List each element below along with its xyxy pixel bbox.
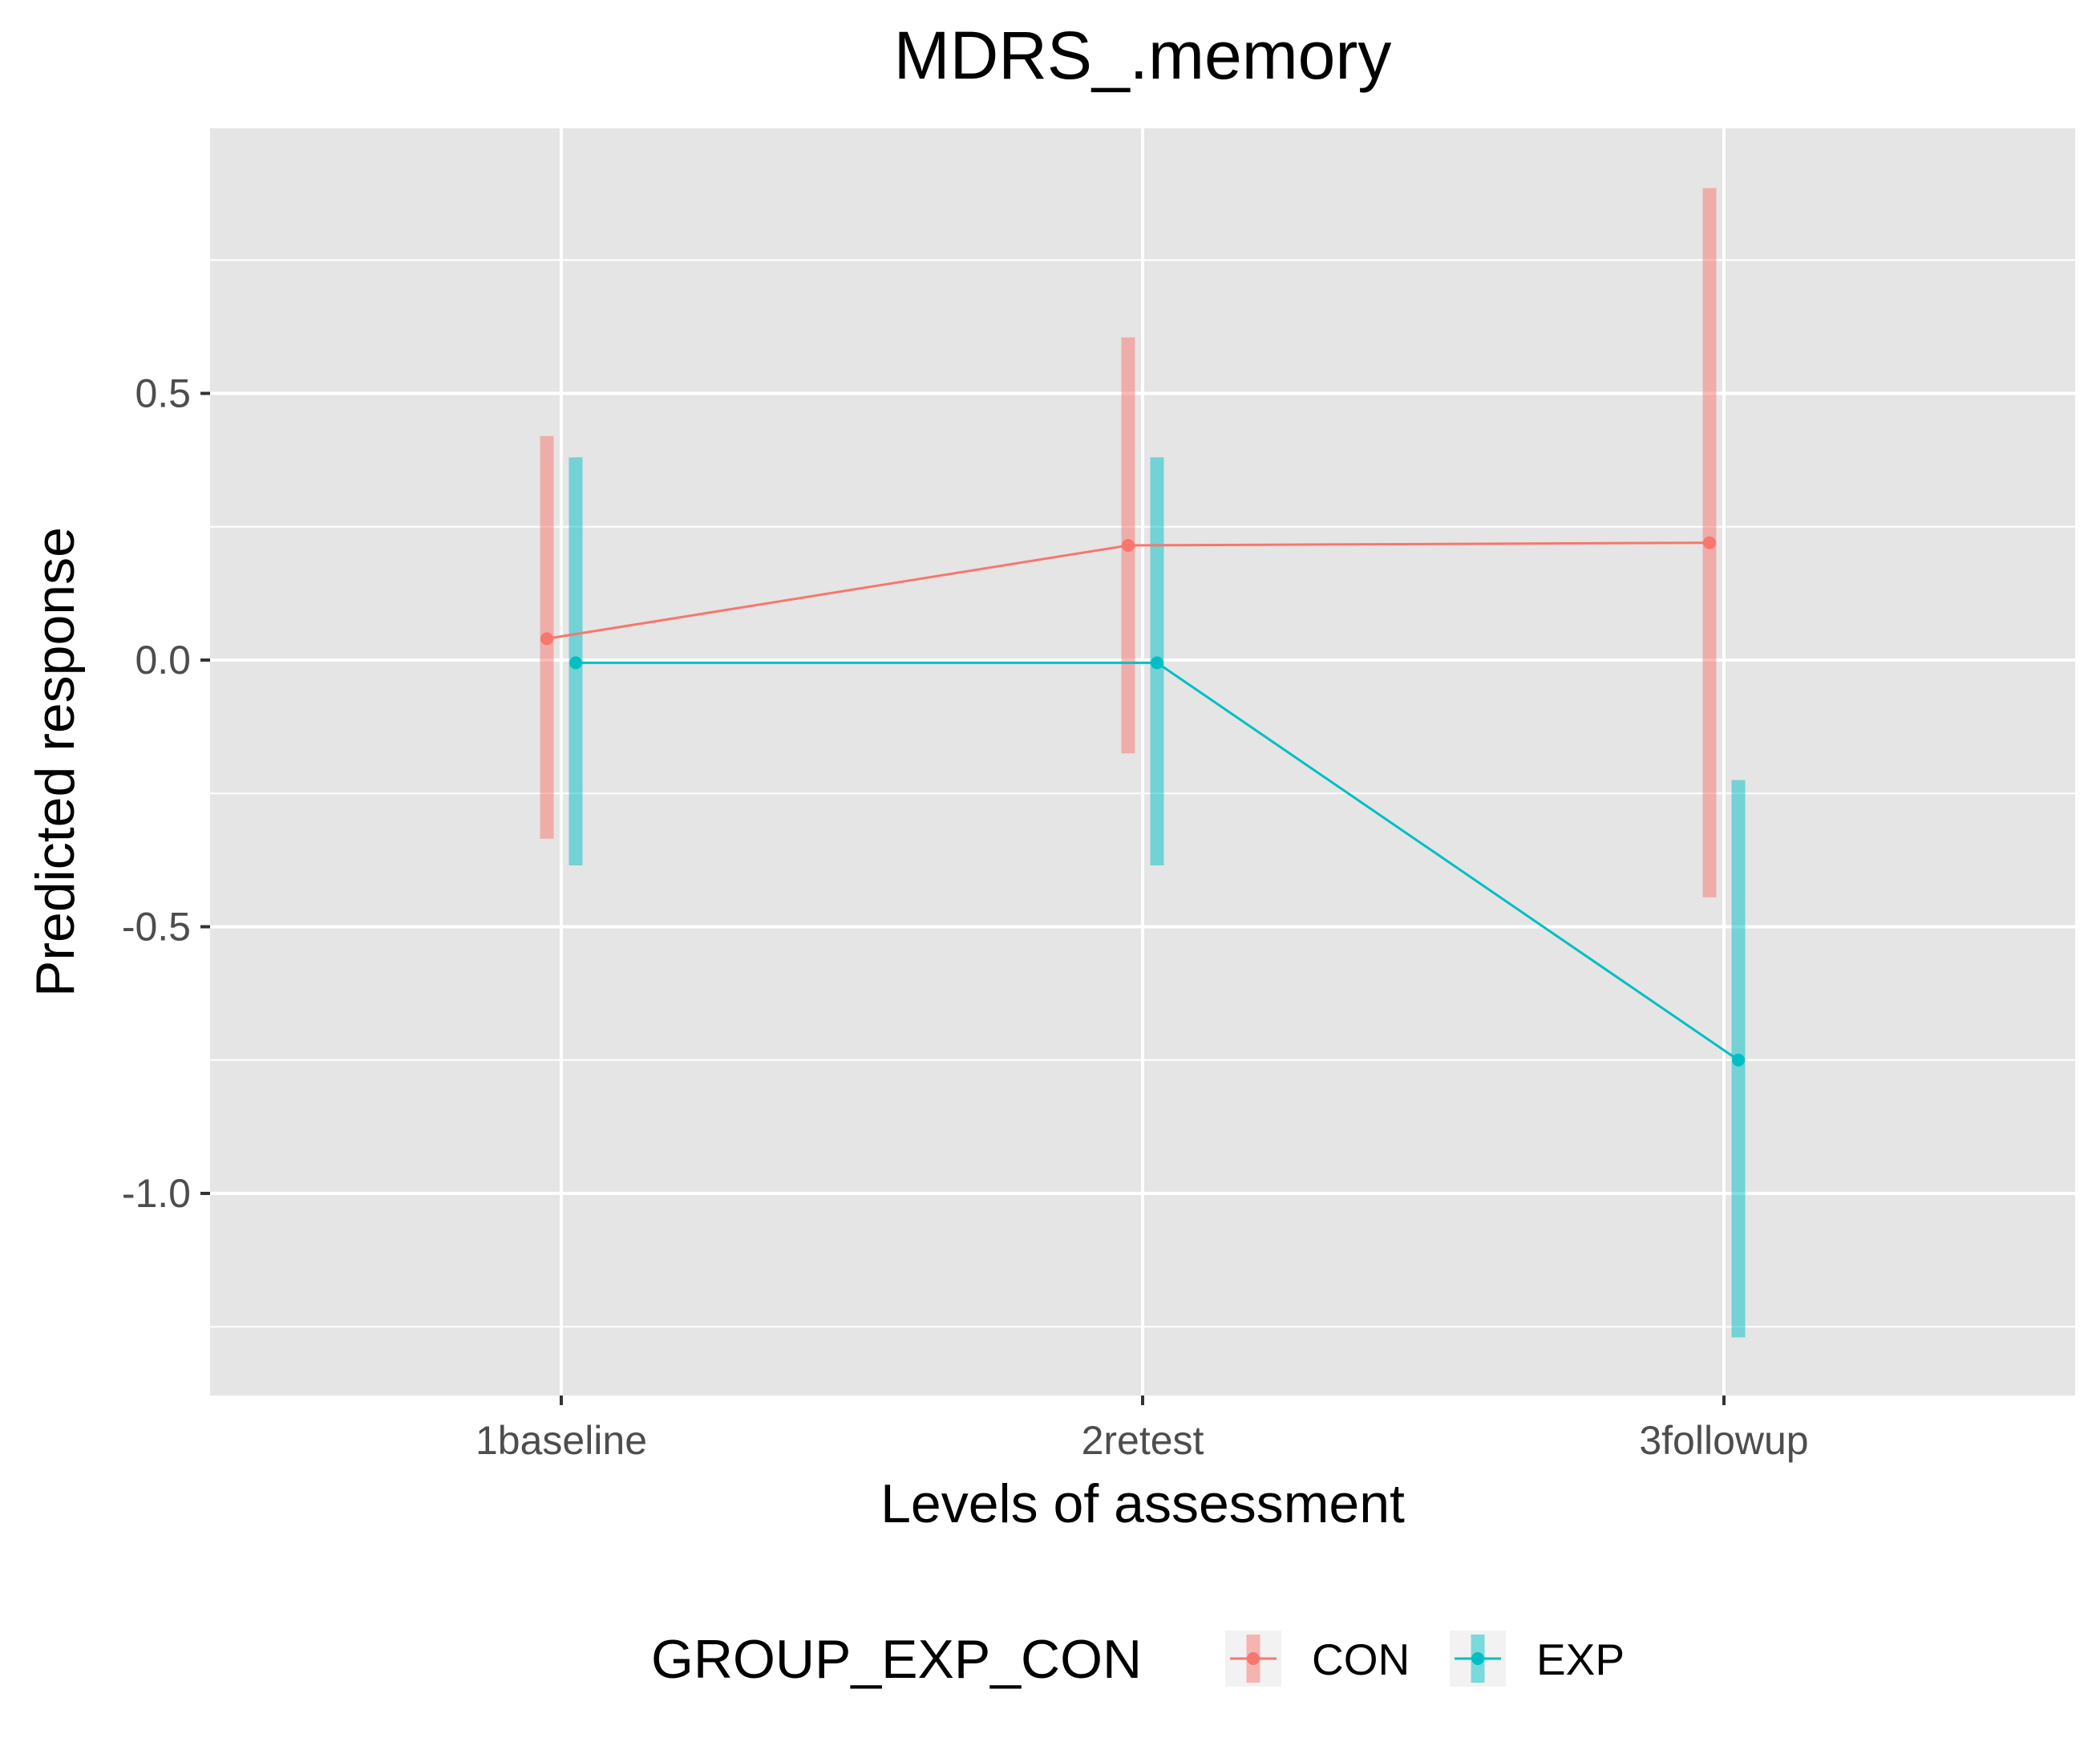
- data-point-exp: [1732, 1053, 1745, 1067]
- chart-title: MDRS_.memory: [894, 18, 1392, 93]
- legend-key-point: [1247, 1652, 1260, 1665]
- series-points: [540, 536, 1745, 1067]
- legend-label-exp: EXP: [1536, 1635, 1625, 1684]
- legend-title: GROUP_EXP_CON: [651, 1629, 1142, 1690]
- x-tick-label: 1baseline: [475, 1418, 647, 1463]
- legend-item-con: CON: [1225, 1631, 1410, 1687]
- legend: GROUP_EXP_CON CON EXP: [651, 1629, 1625, 1690]
- data-point-con: [1122, 539, 1135, 553]
- y-tick-label: 0.0: [135, 638, 191, 683]
- y-axis-title: Predicted response: [25, 527, 86, 997]
- legend-item-exp: EXP: [1450, 1631, 1625, 1687]
- y-tick-label: -1.0: [122, 1171, 191, 1216]
- grid-lines: [210, 128, 2075, 1396]
- y-tick-label: -0.5: [122, 905, 191, 950]
- x-axis-title: Levels of assessment: [880, 1473, 1405, 1534]
- x-tick-label: 2retest: [1082, 1418, 1204, 1463]
- data-point-exp: [1151, 656, 1163, 670]
- data-point-con: [540, 632, 553, 646]
- legend-key-point: [1471, 1652, 1484, 1665]
- axes: 0.5 0.0 -0.5 -1.0 1baseline 2retest 3followup: [122, 371, 1809, 1464]
- x-tick-label: 3followup: [1639, 1418, 1808, 1463]
- data-point-exp: [569, 656, 582, 670]
- data-point-con: [1703, 536, 1716, 549]
- legend-label-con: CON: [1312, 1635, 1410, 1684]
- y-tick-label: 0.5: [135, 371, 191, 416]
